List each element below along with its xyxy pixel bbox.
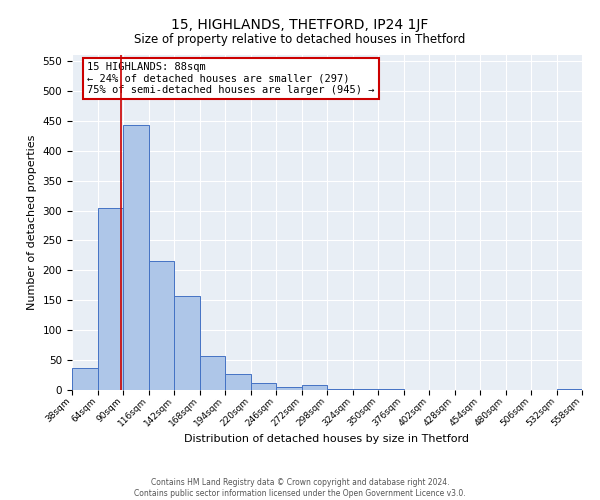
Bar <box>199 356 225 390</box>
Bar <box>353 389 378 390</box>
Text: 15 HIGHLANDS: 88sqm
← 24% of detached houses are smaller (297)
75% of semi-detac: 15 HIGHLANDS: 88sqm ← 24% of detached ho… <box>88 62 375 95</box>
X-axis label: Distribution of detached houses by size in Thetford: Distribution of detached houses by size … <box>185 434 470 444</box>
Text: Size of property relative to detached houses in Thetford: Size of property relative to detached ho… <box>134 32 466 46</box>
Bar <box>225 374 251 390</box>
Bar <box>174 296 199 390</box>
Bar <box>302 384 327 390</box>
Bar <box>149 262 174 390</box>
Bar <box>123 125 149 390</box>
Text: 15, HIGHLANDS, THETFORD, IP24 1JF: 15, HIGHLANDS, THETFORD, IP24 1JF <box>172 18 428 32</box>
Bar <box>327 389 353 390</box>
Bar <box>72 368 97 390</box>
Bar <box>251 383 276 390</box>
Y-axis label: Number of detached properties: Number of detached properties <box>27 135 37 310</box>
Bar <box>276 387 302 390</box>
Text: Contains HM Land Registry data © Crown copyright and database right 2024.
Contai: Contains HM Land Registry data © Crown c… <box>134 478 466 498</box>
Bar <box>97 208 123 390</box>
